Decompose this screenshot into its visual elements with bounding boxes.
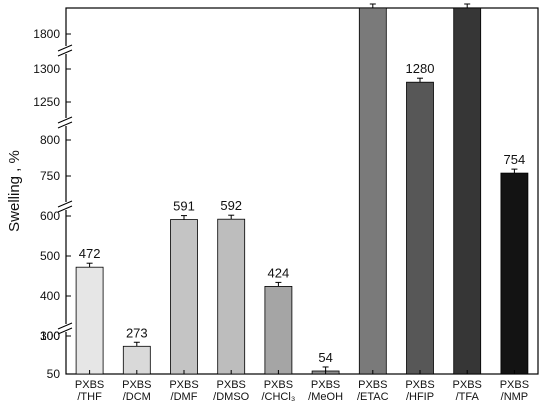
bar xyxy=(358,7,387,375)
axis-break-mark xyxy=(57,121,73,129)
bar xyxy=(217,218,246,375)
y-tick-label: 1300 xyxy=(33,62,60,76)
bar xyxy=(453,7,482,375)
y-tick-label: 500 xyxy=(40,249,60,263)
axis-break-mark xyxy=(57,200,73,208)
bar xyxy=(75,266,104,375)
y-tick-label: 50 xyxy=(47,367,61,381)
category-label: PXBS/HFIP xyxy=(405,379,434,403)
data-label: 273 xyxy=(126,325,148,340)
data-label: 1280 xyxy=(406,61,435,76)
plot-frame xyxy=(65,7,539,375)
category-label: PXBS/TFA xyxy=(453,379,482,403)
data-label: 591 xyxy=(173,199,195,214)
bar xyxy=(500,172,529,375)
axis-break-gap xyxy=(60,46,72,54)
y-tick-label: 800 xyxy=(40,133,60,147)
data-label: 141 xyxy=(362,0,384,2)
bar xyxy=(264,285,293,375)
y-axis-title: Swelling , % xyxy=(6,150,23,232)
axis-break-mark xyxy=(57,116,73,124)
bar xyxy=(122,345,151,375)
category-label: PXBS/THF xyxy=(75,379,104,403)
data-label: 472 xyxy=(79,246,101,261)
category-label: PXBS/DMF xyxy=(169,379,198,403)
axis-break-gap xyxy=(60,202,72,210)
axis-break-mark xyxy=(57,327,73,335)
data-label: 54 xyxy=(318,350,332,365)
category-label: PXBS/ETAC xyxy=(357,379,389,403)
bar xyxy=(406,81,434,375)
y-tick-label: 1250 xyxy=(33,95,60,109)
category-label: PXBS/DMSO xyxy=(213,379,250,403)
axis-break-gap xyxy=(60,324,72,332)
y-tick-label: 1800 xyxy=(33,27,60,41)
axis-break-mark xyxy=(57,44,73,52)
y-tick-label: 300 xyxy=(40,329,60,343)
category-label: PXBS/CHCl₃ xyxy=(261,379,295,403)
data-label: 1712 xyxy=(453,0,482,2)
data-label: 424 xyxy=(268,265,290,280)
category-label: PXBS/MeOH xyxy=(308,379,343,403)
y-tick-label: 600 xyxy=(40,209,60,223)
y-tick-label: 100 xyxy=(40,329,60,343)
axis-break-mark xyxy=(57,49,73,57)
category-label: PXBS/DCM xyxy=(122,379,151,403)
data-label: 754 xyxy=(504,152,526,167)
axis-break-gap xyxy=(60,118,72,126)
data-label: 592 xyxy=(220,198,242,213)
category-label: PXBS/NMP xyxy=(500,379,529,403)
y-tick-label: 750 xyxy=(40,169,60,183)
axis-break-mark xyxy=(57,322,73,330)
y-tick-label: 400 xyxy=(40,289,60,303)
axis-break-mark xyxy=(57,205,73,213)
bar xyxy=(170,219,198,375)
